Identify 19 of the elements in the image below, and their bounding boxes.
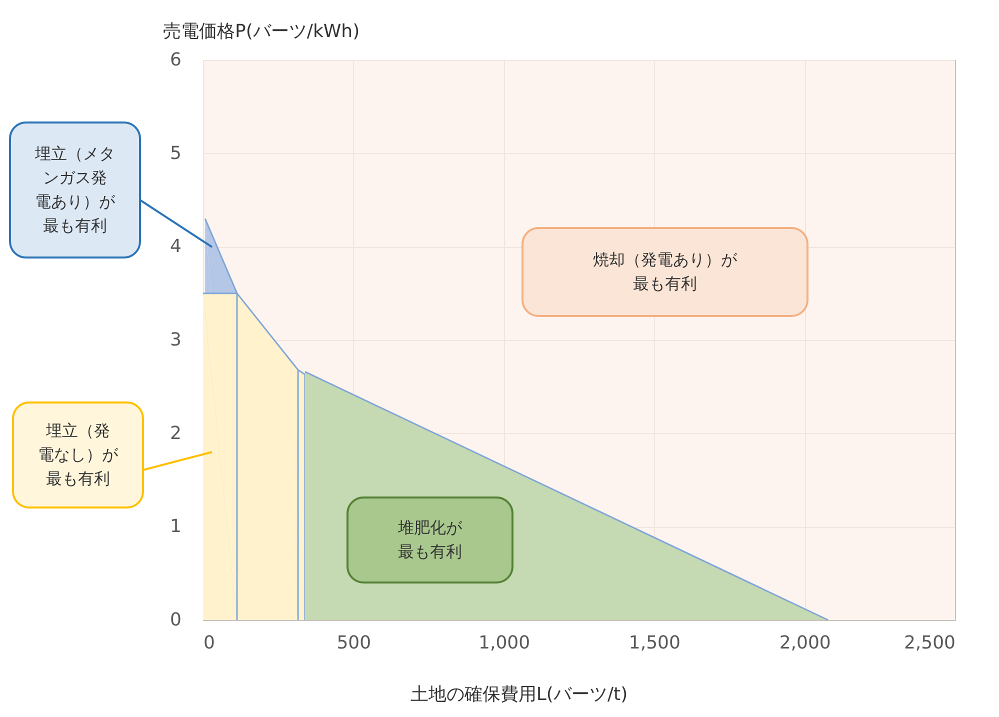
x-tick-label: 0 <box>204 632 215 654</box>
y-tick-label: 1 <box>170 516 182 538</box>
x-tick-label: 2,000 <box>779 632 831 654</box>
annotation: 焼却（発電あり）が最も有利 <box>593 250 738 293</box>
y-axis-title: 売電価格P(バーツ/kWh) <box>163 21 360 42</box>
y-tick-label: 4 <box>170 236 182 258</box>
x-tick-label: 1,000 <box>478 632 530 654</box>
x-axis-title: 土地の確保費用L(バーツ/t) <box>410 684 628 705</box>
y-tick-label: 3 <box>170 330 182 350</box>
y-tick-label: 5 <box>170 142 182 164</box>
y-tick-label: 0 <box>170 610 182 630</box>
x-tick-label: 2,500 <box>904 632 956 654</box>
text: 埋立（発電なし）が最も有利 <box>38 421 119 488</box>
y-tick-label: 2 <box>170 422 182 444</box>
x-tick-label: 500 <box>336 632 372 654</box>
annotation: 堆肥化が最も有利 <box>397 518 463 561</box>
y-tick-label: 6 <box>170 50 182 70</box>
x-tick-label: 1,500 <box>628 632 680 654</box>
text: 埋立（メタンガス発電あり）が最も有利 <box>34 144 116 235</box>
